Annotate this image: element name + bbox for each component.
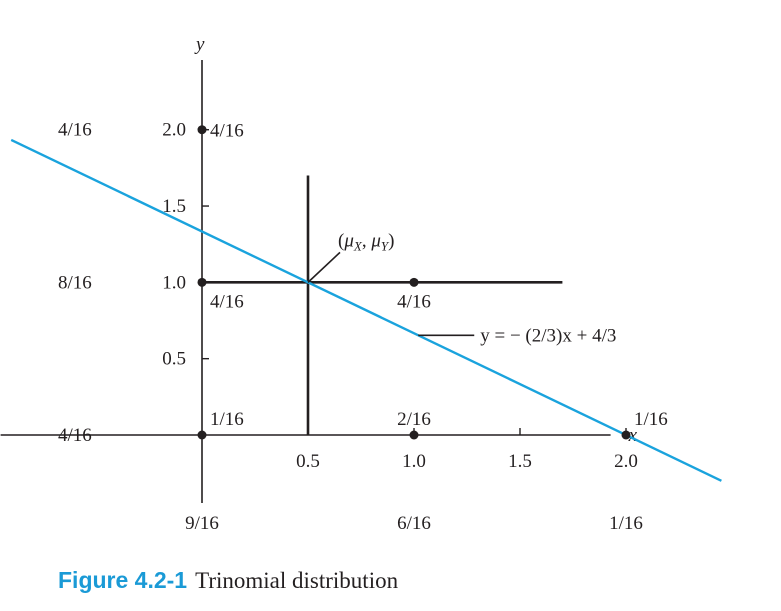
marginal-probabilities: 4/16 8/16 4/16 9/16 6/16 1/16 <box>58 120 643 534</box>
mean-label-part: ( <box>338 230 344 251</box>
marginal-x-label: 6/16 <box>397 513 431 534</box>
data-point <box>197 430 207 440</box>
mean-label-part: μ <box>343 230 354 251</box>
data-point <box>621 430 631 440</box>
point-probability-label: 1/16 <box>210 409 244 430</box>
y-ticks: 0.5 1.0 1.5 2.0 <box>162 120 209 370</box>
x-tick-label: 1.0 <box>402 451 426 472</box>
marginal-x-label: 1/16 <box>609 513 643 534</box>
figure-caption-label: Figure 4.2-1 <box>58 567 187 593</box>
data-point <box>197 277 207 287</box>
data-point <box>409 430 419 440</box>
y-axis-label: y <box>194 34 205 55</box>
mean-label-part: , <box>362 230 372 251</box>
probability-points: 1/16 2/16 1/16 4/16 4/16 4/16 <box>197 121 668 440</box>
y-tick-label: 0.5 <box>162 349 186 370</box>
marginal-x-label: 9/16 <box>185 513 219 534</box>
data-point <box>197 125 207 135</box>
x-tick-label: 0.5 <box>296 451 320 472</box>
mean-label-part: X <box>353 238 363 253</box>
point-probability-label: 1/16 <box>634 409 668 430</box>
marginal-y-label: 8/16 <box>58 272 92 293</box>
regression-line <box>10 138 722 482</box>
figure-caption-text: Trinomial distribution <box>195 568 398 593</box>
mean-label-part: Y <box>381 238 390 253</box>
y-tick-label: 2.0 <box>162 120 186 141</box>
x-axis-label: x <box>628 425 638 446</box>
data-point <box>409 277 419 287</box>
point-probability-label: 4/16 <box>210 121 244 142</box>
x-tick-label: 1.5 <box>508 451 532 472</box>
mean-label-part: μ <box>370 230 381 251</box>
mean-point-leader <box>307 251 341 283</box>
figure-caption: Figure 4.2-1 Trinomial distribution <box>58 567 399 593</box>
marginal-y-label: 4/16 <box>58 425 92 446</box>
regression-equation-label: y = − (2/3)x + 4/3 <box>480 325 616 346</box>
marginal-y-label: 4/16 <box>58 120 92 141</box>
mean-label-part: ) <box>388 230 394 251</box>
mean-point-label: (μX, μY) <box>338 230 394 253</box>
point-probability-label: 4/16 <box>210 291 244 312</box>
point-probability-label: 2/16 <box>397 409 431 430</box>
x-tick-label: 2.0 <box>614 451 638 472</box>
y-tick-label: 1.0 <box>162 272 186 293</box>
point-probability-label: 4/16 <box>397 291 431 312</box>
y-tick-label: 1.5 <box>162 196 186 217</box>
